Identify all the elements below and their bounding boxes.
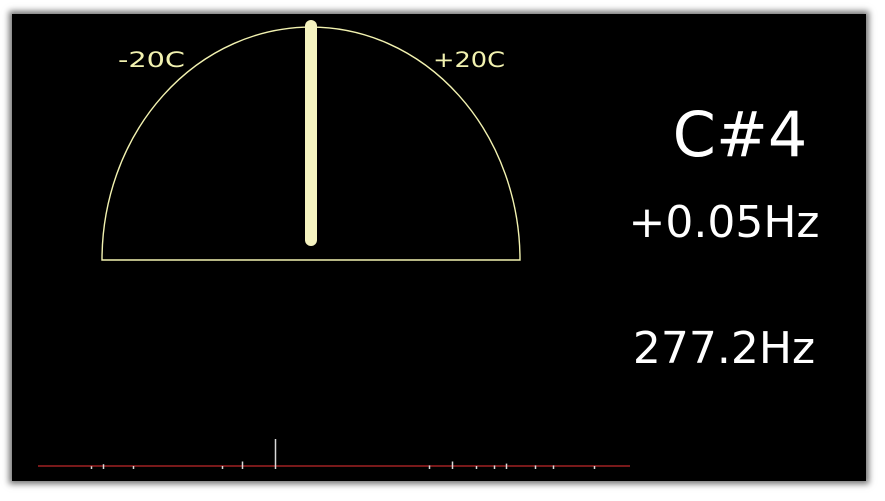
- note-name: C#4: [672, 98, 808, 171]
- frequency-offset: +0.05Hz: [628, 197, 820, 248]
- gauge-label-plus: +20C: [433, 48, 505, 72]
- spectrum-display: [38, 439, 630, 469]
- gauge-label-minus: -20C: [118, 48, 185, 72]
- tuning-gauge: -20C +20C: [101, 20, 521, 261]
- detected-frequency: 277.2Hz: [632, 323, 816, 374]
- tuner-screen: -20C +20C C#4 +0.05Hz 277.2Hz: [12, 14, 866, 481]
